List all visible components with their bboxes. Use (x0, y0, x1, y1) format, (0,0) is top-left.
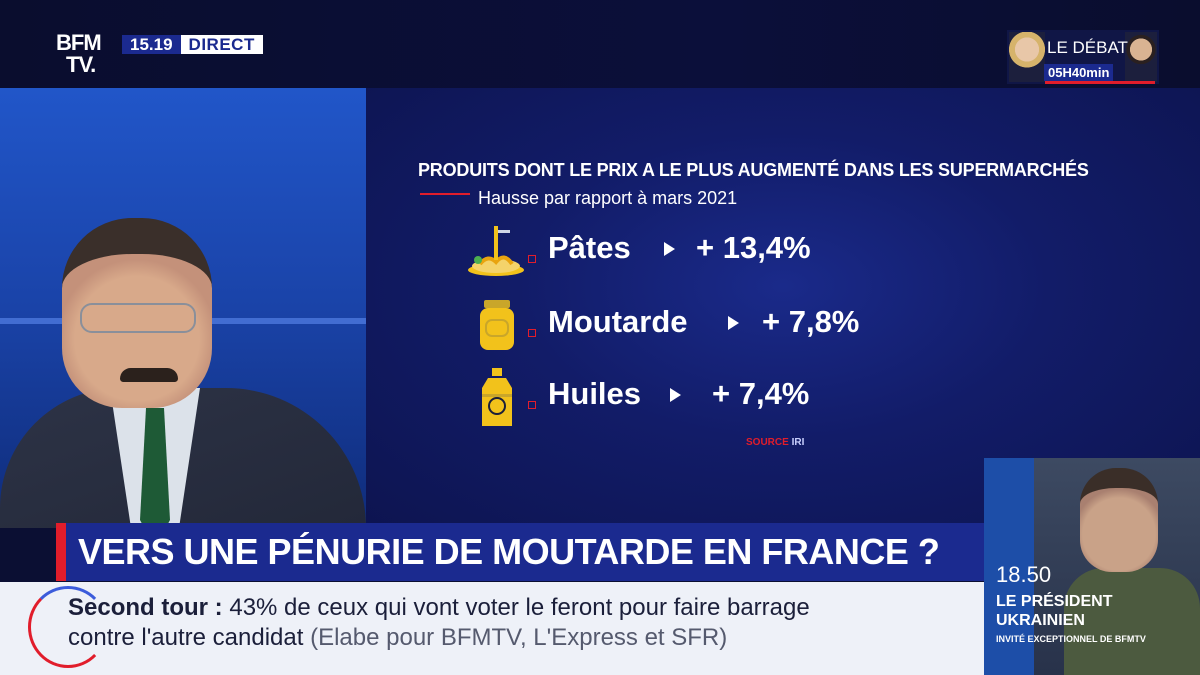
logo-line2: TV. (66, 52, 96, 77)
live-time-badge: 15.19 DIRECT (122, 35, 263, 54)
clock-time: 15.19 (122, 35, 181, 54)
ticker-line-2: contre l'autre candidat (Elabe pour BFMT… (68, 624, 727, 652)
oil-bottle-icon (482, 368, 512, 426)
ticker-source: (Elabe pour BFMTV, L'Express et SFR) (310, 624, 728, 651)
presenter (0, 218, 366, 528)
pasta-icon (468, 226, 524, 276)
subtitle-accent (420, 193, 470, 195)
product-name: Moutarde (548, 304, 688, 339)
product-name: Pâtes (548, 230, 631, 265)
debate-red-line (1045, 81, 1155, 84)
inset-title-line2: UKRAINIEN (996, 612, 1085, 629)
channel-logo: BFM TV. (56, 32, 116, 76)
ticker-label: Second tour : (68, 594, 223, 621)
price-increase: + 7,8% (762, 304, 860, 339)
mustard-jar-icon (480, 300, 514, 350)
presenter-glasses (80, 303, 196, 333)
ticker-text-1: 43% de ceux qui vont voter le feront pou… (229, 594, 810, 621)
arrow-right-icon (728, 316, 739, 330)
arrow-right-icon (664, 242, 675, 256)
source-label: SOURCE (746, 437, 789, 448)
inset-time: 18.50 (996, 562, 1052, 587)
infographic-title: PRODUITS DONT LE PRIX A LE PLUS AUGMENTÉ… (418, 160, 1089, 180)
ticker-text-2: contre l'autre candidat (68, 624, 304, 651)
price-increase: + 13,4% (696, 230, 811, 265)
debate-countdown: 05H40min (1044, 64, 1114, 81)
bullet-marker (528, 329, 536, 337)
guest-inset: 18.50 LE PRÉSIDENT UKRAINIEN INVITÉ EXCE… (984, 458, 1200, 675)
debate-promo: LE DÉBAT 05H40min (1007, 30, 1159, 84)
inset-title-line1: LE PRÉSIDENT (996, 593, 1113, 610)
debate-title: LE DÉBAT (1047, 38, 1128, 57)
candidate-2-photo (1125, 32, 1157, 82)
news-ticker: Second tour : 43% de ceux qui vont voter… (0, 582, 984, 675)
price-row-huiles: Huiles + 7,4% (466, 368, 896, 428)
inset-background-flag (984, 458, 1034, 675)
price-row-moutarde: Moutarde + 7,8% (466, 296, 896, 356)
headline-text: VERS UNE PÉNURIE DE MOUTARDE EN FRANCE ? (78, 531, 940, 572)
infographic-subtitle: Hausse par rapport à mars 2021 (478, 188, 738, 208)
price-row-pates: Pâtes + 13,4% (466, 222, 896, 282)
arrow-right-icon (670, 388, 681, 402)
inset-caption: INVITÉ EXCEPTIONNEL DE BFMTV (996, 634, 1146, 644)
source-name: IRI (791, 437, 805, 448)
live-label: DIRECT (188, 35, 255, 54)
inset-title: LE PRÉSIDENT UKRAINIEN (996, 592, 1112, 630)
headline-banner: VERS UNE PÉNURIE DE MOUTARDE EN FRANCE ? (56, 523, 984, 581)
studio-video (0, 88, 366, 528)
top-bar: BFM TV. 15.19 DIRECT LE DÉBAT 05H40min (0, 0, 1200, 88)
product-name: Huiles (548, 376, 642, 411)
price-increase: + 7,4% (712, 376, 810, 411)
election-logo-icon (28, 586, 108, 668)
guest-body (1064, 568, 1200, 675)
guest-head (1080, 468, 1158, 572)
ticker-line-1: Second tour : 43% de ceux qui vont voter… (68, 594, 810, 622)
bullet-marker (528, 255, 536, 263)
presenter-tie (140, 408, 170, 528)
data-source: SOURCE IRI (746, 437, 804, 448)
presenter-mustache (120, 368, 178, 382)
logo-line1: BFM (56, 30, 102, 55)
candidate-1-photo (1009, 32, 1045, 82)
bullet-marker (528, 401, 536, 409)
